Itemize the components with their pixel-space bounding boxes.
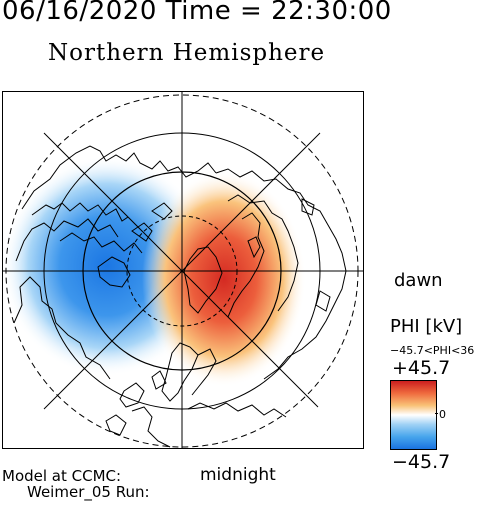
meridian-diagonal-b bbox=[43, 132, 321, 410]
colorbar-max-label: +45.7 bbox=[392, 357, 451, 379]
model-credit-line-1: Model at CCMC: bbox=[2, 467, 122, 485]
map-frame bbox=[2, 91, 364, 449]
hemisphere-title: Northern Hemisphere bbox=[48, 40, 326, 66]
polar-potential-map bbox=[2, 91, 364, 449]
colorbar-range-text: −45.7<PHI<36 bbox=[390, 344, 475, 357]
colorbar-min-label: −45.7 bbox=[392, 451, 451, 473]
coastlines bbox=[13, 145, 347, 448]
date-time-header: 06/16/2020 Time = 22:30:00 bbox=[2, 0, 392, 26]
colorbar-gradient bbox=[390, 380, 437, 450]
model-credit-line-2: Weimer_05 Run: bbox=[27, 483, 150, 501]
dawn-label: dawn bbox=[394, 270, 443, 291]
midnight-label: midnight bbox=[200, 465, 276, 485]
colorbar-quantity-label: PHI [kV] bbox=[390, 316, 463, 337]
meridian-diagonal-a bbox=[43, 132, 319, 408]
positive-potential-cell bbox=[142, 171, 306, 387]
colorbar-zero-tick bbox=[435, 413, 438, 414]
colorbar-zero-label: 0 bbox=[439, 408, 446, 421]
